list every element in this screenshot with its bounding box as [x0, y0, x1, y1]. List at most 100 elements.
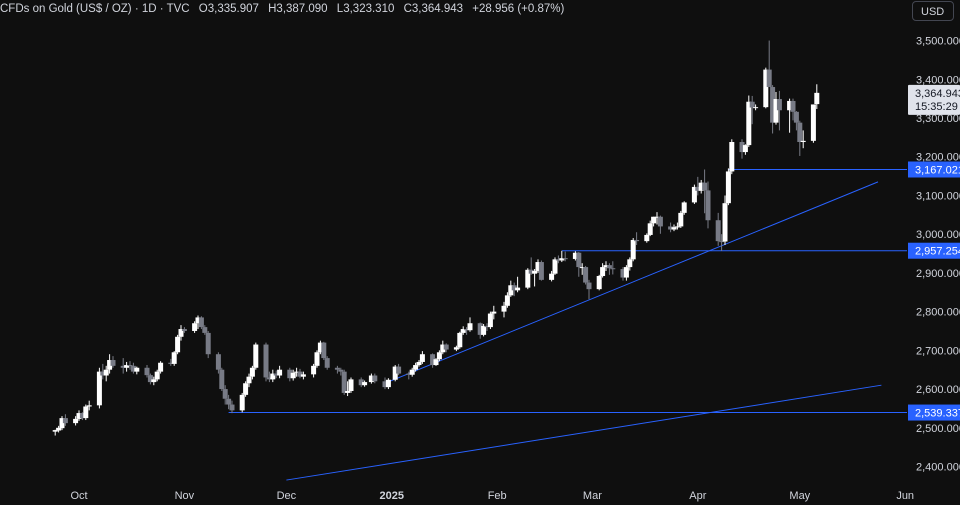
- candle: [348, 377, 354, 393]
- candle-body: [535, 262, 541, 271]
- candle: [525, 268, 531, 290]
- candle-body: [263, 344, 269, 378]
- candle-body: [538, 262, 544, 280]
- candle-body: [596, 275, 602, 290]
- candle: [334, 365, 340, 374]
- candle: [253, 342, 259, 370]
- candle-body: [705, 190, 711, 221]
- candle-body: [406, 373, 412, 375]
- x-tick-label: Mar: [583, 490, 602, 502]
- candle-body: [797, 122, 803, 143]
- currency-button[interactable]: USD: [912, 1, 954, 21]
- candle: [100, 363, 106, 380]
- candle: [270, 369, 276, 383]
- candle-body: [134, 367, 140, 372]
- candle: [73, 416, 79, 426]
- candle-body: [719, 241, 725, 243]
- candle: [226, 394, 232, 410]
- candle-body: [559, 258, 565, 261]
- candle: [300, 371, 306, 380]
- candle-body: [372, 375, 378, 382]
- candle-body: [266, 377, 272, 380]
- candle-body: [555, 259, 561, 261]
- candle: [436, 350, 442, 362]
- price-labels: 3,167.021 2,957.254 2,539.337 3,364.94315:3…: [908, 84, 960, 421]
- candle: [79, 412, 85, 421]
- candle-body: [253, 344, 259, 368]
- candle-body: [579, 267, 585, 269]
- y-tick-label: 2,900.000: [916, 268, 960, 280]
- candle: [358, 377, 364, 388]
- symbol-legend: CFDs on Gold (US$ / OZ) · 1D · TVC O3,33…: [0, 3, 564, 15]
- level-price-tag: [908, 242, 960, 259]
- candle: [154, 369, 160, 382]
- candle: [144, 365, 150, 378]
- level-price-text: 2,539.337: [915, 408, 960, 420]
- candle-body: [192, 323, 198, 331]
- candle: [725, 168, 731, 206]
- candle-body: [103, 369, 109, 376]
- candle: [572, 251, 578, 261]
- candle-body: [222, 389, 228, 399]
- candle-body: [416, 361, 422, 366]
- candle: [705, 181, 711, 229]
- candle-body: [576, 252, 582, 268]
- candle-body: [110, 360, 116, 366]
- candle-body: [725, 171, 731, 204]
- candle-body: [124, 365, 130, 368]
- candle: [620, 267, 626, 281]
- candle: [76, 410, 82, 421]
- candle: [630, 238, 636, 262]
- candle: [532, 269, 538, 287]
- level-price-text: 2,957.254: [915, 246, 960, 258]
- candle-body: [487, 313, 493, 328]
- y-tick-label: 2,500.000: [916, 423, 960, 435]
- candle-body: [773, 99, 779, 123]
- candle-body: [273, 373, 279, 376]
- candle: [606, 263, 612, 275]
- high-label: H: [268, 3, 277, 15]
- candle: [419, 351, 425, 364]
- candle-body: [647, 223, 653, 235]
- candle: [562, 251, 568, 262]
- candle-body: [770, 87, 776, 123]
- candle-body: [467, 323, 473, 331]
- candle: [702, 169, 708, 214]
- candle-body: [229, 404, 235, 411]
- candle-body: [610, 268, 616, 270]
- candle-body: [277, 369, 283, 376]
- candle: [385, 378, 391, 390]
- candle: [368, 373, 374, 384]
- candle: [324, 356, 330, 370]
- candle: [610, 261, 616, 275]
- candle-body: [317, 342, 323, 353]
- candle-body: [96, 371, 102, 406]
- candle: [229, 400, 235, 414]
- candle-body: [715, 220, 721, 242]
- candle-body: [722, 203, 728, 242]
- low-value: 3,323.310: [343, 3, 395, 15]
- candle: [814, 84, 820, 109]
- candle: [668, 222, 674, 233]
- candle: [215, 352, 221, 374]
- candle: [382, 377, 388, 390]
- candle: [773, 92, 779, 125]
- candle-body: [219, 369, 225, 390]
- candle-body: [766, 69, 772, 88]
- candle: [552, 257, 558, 275]
- candle: [749, 95, 755, 125]
- candle: [297, 368, 303, 379]
- price-axis: 3,500.000 3,400.000 3,300.000 3,200.000 3,10…: [916, 36, 960, 474]
- candle-body: [321, 342, 327, 359]
- candle: [549, 270, 555, 282]
- level-price-text: 3,167.021: [915, 164, 960, 176]
- candle: [147, 373, 153, 385]
- candle-body: [800, 140, 806, 143]
- candle-body: [120, 365, 126, 368]
- x-tick-label: Nov: [175, 490, 195, 502]
- candle: [715, 212, 721, 246]
- candle: [603, 261, 609, 271]
- candle-body: [695, 186, 701, 191]
- candle-body: [606, 265, 612, 269]
